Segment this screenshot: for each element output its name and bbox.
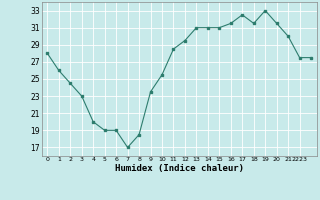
X-axis label: Humidex (Indice chaleur): Humidex (Indice chaleur) <box>115 164 244 173</box>
